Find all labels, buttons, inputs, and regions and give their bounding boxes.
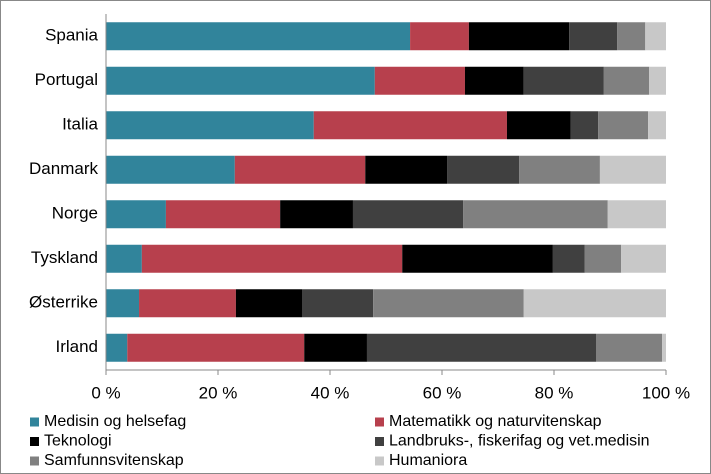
bar-segment (106, 22, 411, 51)
y-tick-label: Irland (55, 337, 98, 356)
bar-segment (463, 200, 608, 229)
bar-segment (304, 333, 367, 362)
bar-segment (374, 66, 465, 95)
bar-segment (464, 66, 524, 95)
y-tick-label: Østerrike (29, 293, 98, 312)
bar-segment (106, 244, 142, 273)
bar-segment (410, 22, 469, 51)
bar-segment (313, 111, 507, 140)
x-tick-label: 0 % (91, 383, 120, 402)
bar-segment (106, 200, 166, 229)
y-tick-label: Tyskland (31, 248, 98, 267)
bar-segment (569, 22, 618, 51)
bar-segment (139, 289, 236, 318)
legend-swatch (375, 417, 384, 427)
legend-label: Matematikk og naturvitenskap (389, 413, 602, 430)
y-tick-label: Spania (45, 26, 98, 45)
bar-segment (645, 22, 666, 51)
bar-segment (570, 111, 599, 140)
bar-segment (106, 333, 128, 362)
legend-swatch (30, 437, 39, 446)
bar-segment (649, 66, 666, 95)
bar-segment (106, 155, 235, 184)
legend-label: Humaniora (389, 452, 467, 469)
bar-segment (598, 111, 649, 140)
bar-segment (365, 155, 448, 184)
legend-label: Samfunnsvitenskap (44, 452, 184, 469)
legend-swatch (30, 417, 39, 427)
bar-segment (234, 155, 366, 184)
bar-segment (552, 244, 585, 273)
y-tick-label: Italia (62, 115, 98, 134)
bar-segment (141, 244, 403, 273)
legend-swatch (30, 456, 39, 466)
legend-label: Teknologi (44, 433, 112, 450)
legend-label: Medisin og helsefag (44, 413, 186, 430)
legend-swatch (375, 437, 384, 446)
x-tick-label: 40 % (311, 383, 350, 402)
bar-segment (603, 66, 650, 95)
bar-segment (106, 66, 375, 95)
bar-segment (302, 289, 374, 318)
bar-segment (519, 155, 600, 184)
bar-segment (523, 289, 666, 318)
x-tick-label: 100 % (642, 383, 690, 402)
bar-segment (599, 155, 666, 184)
y-tick-label: Portugal (35, 70, 98, 89)
bar-segment (280, 200, 353, 229)
bar-segment (596, 333, 663, 362)
bar-segment (523, 66, 604, 95)
bar-segment (468, 22, 570, 51)
bar-segment (648, 111, 666, 140)
x-tick-label: 20 % (199, 383, 238, 402)
bar-segment (127, 333, 305, 362)
bar-segment (352, 200, 464, 229)
bar-segment (506, 111, 571, 140)
y-tick-label: Danmark (29, 159, 98, 178)
bar-segment (366, 333, 596, 362)
bar-segment (106, 289, 140, 318)
bar-segment (106, 111, 314, 140)
bar-segment (235, 289, 302, 318)
legend-label: Landbruks-, fiskerifag og vet.medisin (389, 433, 650, 450)
bar-segment (621, 244, 666, 273)
x-tick-label: 80 % (535, 383, 574, 402)
x-tick-label: 60 % (423, 383, 462, 402)
bar-segment (402, 244, 553, 273)
legend-swatch (375, 456, 384, 466)
bar-segment (617, 22, 646, 51)
bar-segment (662, 333, 666, 362)
bar-segment (447, 155, 520, 184)
bar-segment (607, 200, 666, 229)
bar-segment (373, 289, 524, 318)
y-tick-label: Norge (52, 204, 98, 223)
bar-segment (584, 244, 622, 273)
bar-segment (165, 200, 281, 229)
